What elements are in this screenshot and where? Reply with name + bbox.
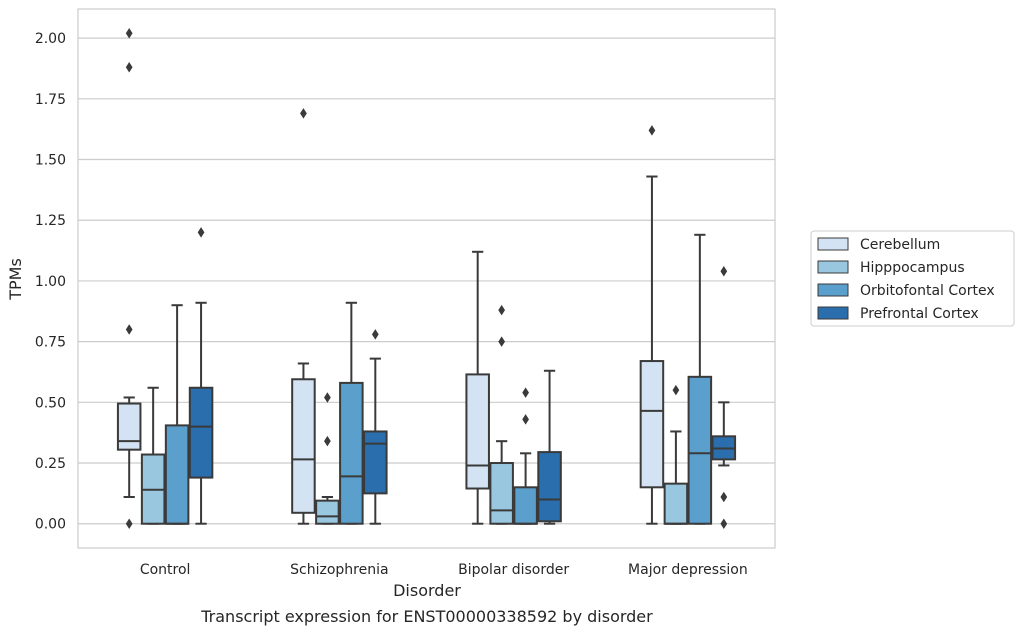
y-axis-label: TPMs [6,258,25,301]
x-tick-label: Major depression [628,562,748,578]
legend-swatch [817,260,849,274]
box-prefrontal-cortex [188,227,214,525]
y-tick-label: 0.50 [35,395,66,411]
y-tick-label: 2.00 [35,31,66,47]
box-iqr [465,373,490,490]
box-cerebellum [291,108,316,525]
outlier-point [522,387,529,398]
outlier-point [125,62,133,73]
box-orbitofontal-cortex [513,387,538,525]
box-hipppocampus [315,392,340,525]
box-hipppocampus [663,384,689,525]
x-tick-label: Bipolar disorder [458,562,569,578]
box-iqr [188,386,214,479]
legend: Cerebellum Hipppocampus Orbitofontal Corte… [810,230,1015,327]
outlier-point [324,435,331,447]
outlier-point [498,336,506,347]
box-iqr [339,381,364,525]
outlier-point [672,384,680,396]
box-cerebellum [639,125,665,525]
y-tick-label: 0.00 [35,517,66,533]
y-tick-label: 1.00 [35,274,66,290]
y-tick-labels: 0.00 0.25 0.50 0.75 1.00 1.25 1.50 1.75 2.00 [35,31,66,533]
legend-swatch [817,283,849,297]
box-iqr [291,378,316,514]
y-tick-label: 1.25 [35,213,66,229]
x-tick-label: Schizophrenia [290,562,388,578]
box-hipppocampus [489,304,514,525]
box-iqr [639,360,665,489]
legend-swatch [817,237,849,251]
y-tick-label: 1.75 [35,92,66,108]
box-iqr [164,424,190,525]
y-tick-label: 1.50 [35,153,66,169]
box-orbitofontal-cortex [339,301,364,525]
outlier-point [498,304,506,316]
x-tick-labels: Control Schizophrenia Bipolar disorder Majo… [140,562,748,578]
y-tick-label: 0.75 [35,335,66,351]
outlier-point [720,518,728,529]
box-prefrontal-cortex [363,329,388,525]
box-iqr [687,375,713,525]
outlier-point [522,414,529,425]
outlier-point [197,227,205,238]
outlier-point [371,329,379,340]
legend-label: Cerebellum [860,237,940,253]
box-orbitofontal-cortex [164,304,190,525]
outlier-point [324,392,331,403]
box-series-layer [116,28,737,529]
box-iqr [663,482,689,525]
outlier-point [720,491,728,503]
x-tick-label: Control [140,562,191,578]
x-axis-label: Disorder [393,581,461,600]
box-cerebellum [465,250,490,525]
outlier-point [720,265,728,277]
outlier-point [648,125,656,136]
box-prefrontal-cortex [711,265,737,529]
box-hipppocampus [140,386,166,525]
chart-caption: Transcript expression for ENST0000033859… [200,607,653,626]
box-iqr [489,462,514,525]
box-iqr [537,451,562,523]
legend-label: Hipppocampus [860,260,965,276]
outlier-point [125,28,133,39]
box-iqr [363,430,388,495]
box-iqr [116,402,142,451]
box-iqr [513,486,538,525]
plot-area-frame [77,8,776,549]
legend-label: Orbitofontal Cortex [860,283,995,299]
outlier-point [300,108,307,119]
box-cerebellum [116,28,142,529]
legend-swatch [817,306,849,320]
outlier-point [125,324,133,335]
box-orbitofontal-cortex [687,233,713,525]
legend-label: Prefrontal Cortex [860,306,979,322]
legend-frame [810,230,1015,327]
box-prefrontal-cortex [537,369,562,525]
outlier-point [125,518,133,529]
box-iqr [315,499,340,525]
y-tick-label: 0.25 [35,456,66,472]
